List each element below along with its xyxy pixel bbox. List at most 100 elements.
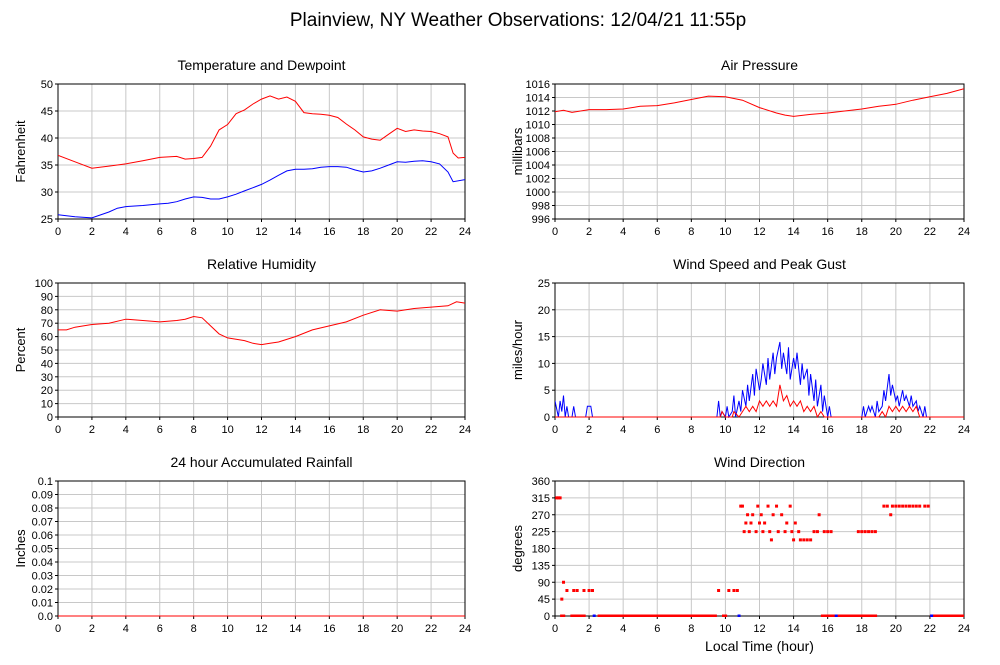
x-tick-label: 16 <box>822 424 834 436</box>
y-tick-label: 1012 <box>526 106 550 118</box>
y-tick-label: 0.1 <box>38 476 53 488</box>
x-tick-label: 8 <box>688 424 694 436</box>
x-tick-label: 22 <box>924 226 936 238</box>
x-tick-label: 24 <box>459 226 471 238</box>
x-tick-label: 6 <box>654 623 660 635</box>
x-tick-label: 16 <box>323 226 335 238</box>
x-tick-label: 8 <box>191 424 197 436</box>
y-tick-label: 90 <box>41 291 53 303</box>
direction-point <box>911 504 915 508</box>
direction-point <box>882 504 886 508</box>
x-tick-label: 18 <box>357 424 369 436</box>
x-tick-label: 6 <box>654 226 660 238</box>
x-tick-label: 2 <box>586 424 592 436</box>
chart-title: Relative Humidity <box>207 256 316 272</box>
direction-point <box>759 513 763 517</box>
direction-point <box>805 538 809 542</box>
direction-point <box>894 504 898 508</box>
y-tick-label: 0.03 <box>32 571 53 583</box>
direction-point <box>735 589 739 592</box>
series-line-1 <box>58 301 465 346</box>
x-tick-label: 12 <box>753 226 765 238</box>
y-tick-label: 50 <box>41 345 53 357</box>
y-tick-label: 1008 <box>526 133 550 145</box>
direction-point <box>771 513 775 517</box>
x-tick-label: 22 <box>425 623 437 635</box>
y-tick-label: 0 <box>544 611 550 623</box>
x-tick-label: 10 <box>221 623 233 635</box>
direction-point <box>754 530 758 534</box>
direction-point <box>587 589 591 592</box>
y-tick-label: 0.04 <box>32 557 53 569</box>
y-tick-label: 25 <box>538 278 550 290</box>
y-tick-label: 0.01 <box>32 598 53 610</box>
y-tick-label: 0.06 <box>32 530 53 542</box>
x-tick-label: 10 <box>719 623 731 635</box>
direction-point <box>904 504 908 508</box>
series-group <box>555 496 964 617</box>
chart-title: 24 hour Accumulated Rainfall <box>170 454 352 470</box>
y-axis-label: millibars <box>510 127 525 175</box>
direction-point <box>761 530 765 534</box>
x-tick-label: 4 <box>620 226 626 238</box>
direction-point <box>829 530 833 534</box>
x-axis-label: Local Time (hour) <box>705 638 814 654</box>
direction-point <box>822 530 826 534</box>
x-tick-label: 0 <box>55 226 61 238</box>
x-tick-label: 10 <box>221 226 233 238</box>
direction-point <box>860 530 864 534</box>
direction-point <box>737 614 741 617</box>
direction-point <box>560 597 564 601</box>
y-tick-label: 0.05 <box>32 544 53 556</box>
direction-point <box>775 504 779 508</box>
y-tick-label: 1006 <box>526 147 550 159</box>
chart-title: Wind Speed and Peak Gust <box>673 256 846 272</box>
y-tick-label: 0 <box>544 412 550 424</box>
x-tick-label: 0 <box>552 424 558 436</box>
y-tick-label: 315 <box>532 493 550 505</box>
x-tick-label: 16 <box>822 226 834 238</box>
direction-point <box>727 589 731 592</box>
page-title: Plainview, NY Weather Observations: 12/0… <box>290 10 746 31</box>
x-tick-label: 2 <box>89 424 95 436</box>
direction-point <box>826 530 830 534</box>
y-tick-label: 0.09 <box>32 490 53 502</box>
series-group <box>555 88 964 117</box>
x-tick-label: 12 <box>255 623 267 635</box>
y-tick-label: 135 <box>532 560 550 572</box>
direction-point <box>923 504 927 508</box>
y-tick-label: 60 <box>41 332 53 344</box>
x-tick-label: 4 <box>620 623 626 635</box>
direction-point <box>717 589 721 592</box>
x-tick-label: 18 <box>856 623 868 635</box>
y-tick-label: 0.07 <box>32 517 53 529</box>
direction-point <box>885 504 889 508</box>
x-tick-label: 8 <box>688 226 694 238</box>
y-tick-label: 1004 <box>526 160 550 172</box>
x-tick-label: 12 <box>753 424 765 436</box>
series-group <box>58 95 465 219</box>
y-tick-label: 1010 <box>526 120 550 132</box>
direction-point <box>901 504 905 508</box>
direction-point <box>572 589 576 592</box>
y-tick-label: 0.02 <box>32 584 53 596</box>
direction-point <box>763 521 767 525</box>
x-tick-label: 4 <box>123 623 129 635</box>
y-tick-label: 5 <box>544 385 550 397</box>
y-tick-label: 1016 <box>526 79 550 91</box>
direction-point <box>565 589 569 592</box>
x-tick-label: 6 <box>157 424 163 436</box>
x-tick-label: 10 <box>719 226 731 238</box>
x-tick-label: 12 <box>255 424 267 436</box>
y-tick-label: 45 <box>538 594 550 606</box>
direction-point <box>797 530 801 534</box>
y-tick-label: 100 <box>35 278 53 290</box>
y-tick-label: 225 <box>532 527 550 539</box>
direction-point <box>817 513 821 517</box>
direction-point <box>592 614 596 617</box>
